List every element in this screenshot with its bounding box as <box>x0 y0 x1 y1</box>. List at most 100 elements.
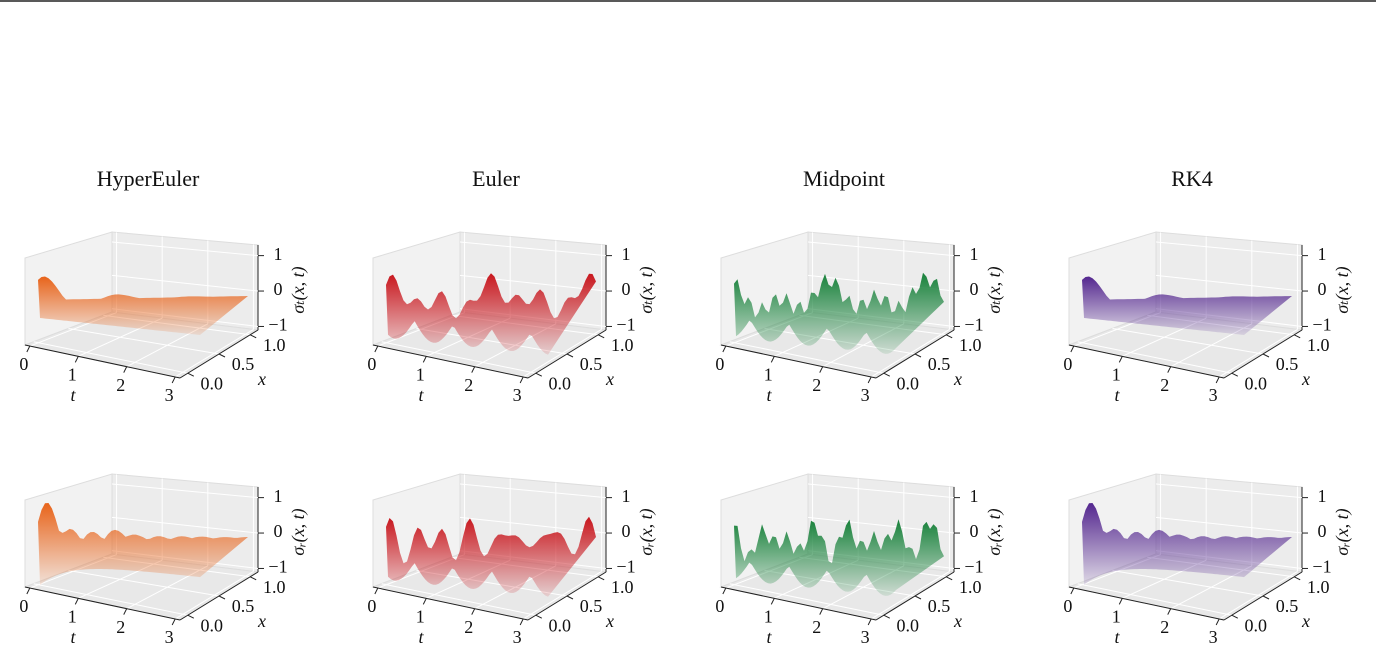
t-axis-label: t <box>70 385 76 405</box>
t-tick-label: 1 <box>416 606 425 626</box>
tick-mark <box>770 598 775 605</box>
tick-mark <box>566 595 574 600</box>
panel-title: Midpoint <box>803 166 885 191</box>
grid-line <box>1155 483 1303 499</box>
tick-mark <box>1215 376 1220 384</box>
tick-mark <box>566 353 574 358</box>
grid-line <box>459 483 607 499</box>
tick-mark <box>171 618 176 626</box>
t-tick-label: 3 <box>165 627 174 647</box>
tick-mark <box>422 598 427 605</box>
grid-line <box>381 341 536 374</box>
grid-line <box>68 328 220 355</box>
tick-mark <box>519 618 524 626</box>
panel-title: RK4 <box>1171 166 1213 191</box>
x-axis <box>875 329 955 379</box>
surface <box>734 272 944 354</box>
grid-line <box>729 341 884 374</box>
z-tick-label: 0 <box>622 521 631 541</box>
x-tick-label: 0.0 <box>549 373 572 393</box>
grid-line <box>459 241 607 257</box>
z-tick-label: 0 <box>622 279 631 299</box>
x-tick-label: 0.5 <box>1276 596 1299 616</box>
surface <box>38 503 248 585</box>
z-axis-label: σₜ(x, t) <box>636 266 657 313</box>
t-tick-label: 0 <box>19 596 28 616</box>
t-tick-label: 1 <box>68 606 77 626</box>
z-tick-label: −1 <box>964 315 983 335</box>
z-axis-label: σₜ(x, t) <box>1332 266 1353 313</box>
x-tick-label: 0.0 <box>897 373 920 393</box>
z-tick-label: 1 <box>1318 486 1327 506</box>
t-axis <box>1068 344 1225 379</box>
x-tick-label: 0.5 <box>232 354 255 374</box>
grid-line <box>33 341 188 374</box>
grid-line <box>459 274 607 292</box>
x-tick-label: 1.0 <box>611 335 634 355</box>
grid-line <box>111 274 259 292</box>
grid-line <box>729 583 884 616</box>
t-axis <box>24 344 181 379</box>
z-tick-label: −1 <box>964 557 983 577</box>
tick-mark <box>374 587 379 595</box>
tick-mark <box>1293 576 1301 581</box>
t-tick-label: 3 <box>861 385 870 405</box>
t-tick-label: 1 <box>68 364 77 384</box>
x-tick-label: 1.0 <box>959 577 982 597</box>
grid-line <box>807 483 955 499</box>
t-axis-label: t <box>766 627 772 647</box>
t-tick-label: 0 <box>19 354 28 374</box>
x-tick-label: 0.5 <box>928 596 951 616</box>
t-axis-label: t <box>1114 627 1120 647</box>
tick-mark <box>187 372 195 377</box>
tick-mark <box>471 366 476 373</box>
z-tick-label: 0 <box>970 521 979 541</box>
x-axis <box>527 571 607 621</box>
tick-mark <box>1118 598 1123 605</box>
z-tick-label: 0 <box>970 279 979 299</box>
x-tick-label: 0.0 <box>897 615 920 635</box>
tick-mark <box>123 608 128 615</box>
grid-line <box>381 583 536 616</box>
x-tick-label: 0.5 <box>580 596 603 616</box>
tick-mark <box>883 614 891 619</box>
x-axis-label: x <box>953 611 962 631</box>
t-tick-label: 2 <box>1160 375 1169 395</box>
panel-title: Euler <box>472 166 520 191</box>
t-tick-label: 2 <box>812 375 821 395</box>
tick-mark <box>74 598 79 605</box>
z-tick-label: −1 <box>616 315 635 335</box>
t-axis <box>720 344 877 379</box>
tick-mark <box>422 356 427 363</box>
t-axis <box>372 586 529 621</box>
x-axis <box>1223 329 1303 379</box>
t-tick-label: 0 <box>715 354 724 374</box>
grid-line <box>1155 241 1303 257</box>
z-tick-label: −1 <box>268 315 287 335</box>
tick-mark <box>1118 356 1123 363</box>
grid-line <box>33 583 188 616</box>
tick-mark <box>945 334 953 339</box>
surface <box>1082 503 1292 585</box>
grid-line <box>111 516 259 534</box>
t-tick-label: 0 <box>367 596 376 616</box>
z-tick-label: −1 <box>1312 557 1331 577</box>
z-axis-label: σᵣ(x, t) <box>1332 508 1353 555</box>
tick-mark <box>819 608 824 615</box>
tick-mark <box>1070 587 1075 595</box>
t-tick-label: 2 <box>464 617 473 637</box>
tick-mark <box>867 376 872 384</box>
t-tick-label: 1 <box>1112 606 1121 626</box>
x-axis <box>179 571 259 621</box>
t-axis <box>24 586 181 621</box>
x-tick-label: 0.5 <box>928 354 951 374</box>
x-tick-label: 1.0 <box>959 335 982 355</box>
x-axis <box>527 329 607 379</box>
t-tick-label: 3 <box>1209 627 1218 647</box>
z-tick-label: 1 <box>274 486 283 506</box>
z-tick-label: 0 <box>274 279 283 299</box>
t-tick-label: 3 <box>165 385 174 405</box>
x-axis-label: x <box>605 611 614 631</box>
tick-mark <box>945 576 953 581</box>
tick-mark <box>249 334 257 339</box>
